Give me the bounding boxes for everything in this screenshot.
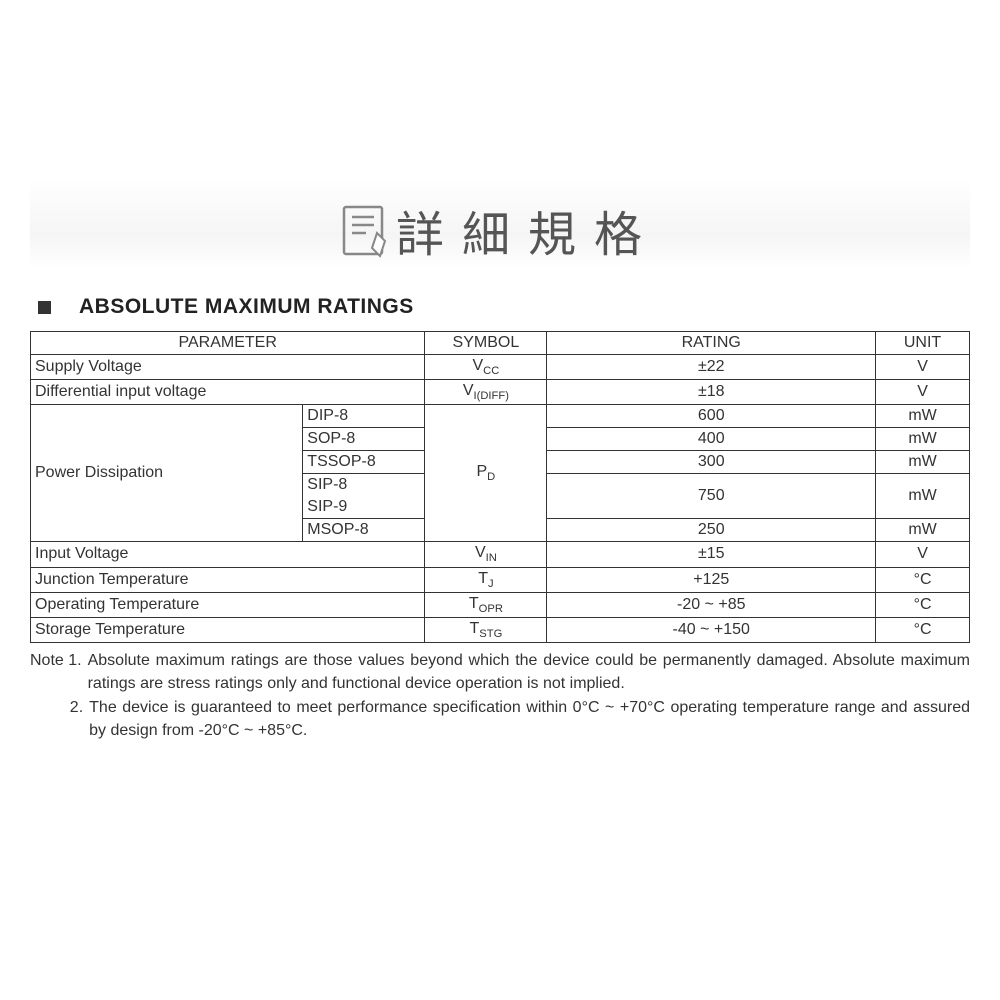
note-label: Note 1. bbox=[30, 649, 88, 695]
unit-cell: °C bbox=[876, 617, 970, 642]
symbol-cell: VIN bbox=[425, 542, 547, 567]
rating-cell: 300 bbox=[547, 451, 876, 474]
rating-cell: ±15 bbox=[547, 542, 876, 567]
note-text: The device is guaranteed to meet perform… bbox=[89, 696, 970, 742]
document-icon bbox=[340, 203, 390, 258]
symbol-cell: TSTG bbox=[425, 617, 547, 642]
unit-cell: V bbox=[876, 380, 970, 405]
table-row: Storage Temperature TSTG -40 ~ +150 °C bbox=[31, 617, 970, 642]
symbol-cell: TJ bbox=[425, 567, 547, 592]
table-header-row: PARAMETER SYMBOL RATING UNIT bbox=[31, 332, 970, 355]
note-text: Absolute maximum ratings are those value… bbox=[88, 649, 970, 695]
header-symbol: SYMBOL bbox=[425, 332, 547, 355]
package-cell: DIP-8 bbox=[303, 405, 425, 428]
unit-cell: °C bbox=[876, 567, 970, 592]
header-banner: 詳細規格 bbox=[30, 180, 970, 270]
unit-cell: °C bbox=[876, 592, 970, 617]
param-cell: Differential input voltage bbox=[31, 380, 425, 405]
rating-cell: ±18 bbox=[547, 380, 876, 405]
note-label: 2. bbox=[70, 696, 89, 742]
unit-cell: V bbox=[876, 542, 970, 567]
param-cell: Input Voltage bbox=[31, 542, 425, 567]
page-container: 詳細規格 ABSOLUTE MAXIMUM RATINGS PARAMETER … bbox=[0, 0, 1000, 762]
table-row: Junction Temperature TJ +125 °C bbox=[31, 567, 970, 592]
header-unit: UNIT bbox=[876, 332, 970, 355]
section-title: ABSOLUTE MAXIMUM RATINGS bbox=[79, 295, 414, 319]
package-cell: MSOP-8 bbox=[303, 519, 425, 542]
table-row: Differential input voltage VI(DIFF) ±18 … bbox=[31, 380, 970, 405]
rating-cell: -20 ~ +85 bbox=[547, 592, 876, 617]
note-1: Note 1. Absolute maximum ratings are tho… bbox=[30, 649, 970, 695]
symbol-cell: PD bbox=[425, 405, 547, 542]
table-row: Operating Temperature TOPR -20 ~ +85 °C bbox=[31, 592, 970, 617]
rating-cell: -40 ~ +150 bbox=[547, 617, 876, 642]
param-cell: Storage Temperature bbox=[31, 617, 425, 642]
unit-cell: V bbox=[876, 355, 970, 380]
rating-cell: +125 bbox=[547, 567, 876, 592]
rating-cell: 600 bbox=[547, 405, 876, 428]
header-rating: RATING bbox=[547, 332, 876, 355]
section-heading: ABSOLUTE MAXIMUM RATINGS bbox=[30, 295, 970, 319]
param-cell: Operating Temperature bbox=[31, 592, 425, 617]
package-cell: SOP-8 bbox=[303, 428, 425, 451]
note-2: Note 2. The device is guaranteed to meet… bbox=[30, 696, 970, 742]
table-row: Input Voltage VIN ±15 V bbox=[31, 542, 970, 567]
table-row: Power Dissipation DIP-8 PD 600 mW bbox=[31, 405, 970, 428]
package-cell: TSSOP-8 bbox=[303, 451, 425, 474]
notes-block: Note 1. Absolute maximum ratings are tho… bbox=[30, 649, 970, 742]
header-title: 詳細規格 bbox=[396, 195, 660, 265]
rating-cell: 750 bbox=[547, 474, 876, 519]
table-row: Supply Voltage VCC ±22 V bbox=[31, 355, 970, 380]
ratings-table: PARAMETER SYMBOL RATING UNIT Supply Volt… bbox=[30, 331, 970, 643]
package-cell: SIP-8 bbox=[303, 474, 425, 497]
symbol-cell: VI(DIFF) bbox=[425, 380, 547, 405]
param-cell: Power Dissipation bbox=[31, 405, 303, 542]
package-cell: SIP-9 bbox=[303, 496, 425, 519]
rating-cell: 400 bbox=[547, 428, 876, 451]
rating-cell: 250 bbox=[547, 519, 876, 542]
rating-cell: ±22 bbox=[547, 355, 876, 380]
param-cell: Supply Voltage bbox=[31, 355, 425, 380]
bullet-icon bbox=[38, 301, 51, 314]
symbol-cell: VCC bbox=[425, 355, 547, 380]
unit-cell: mW bbox=[876, 428, 970, 451]
header-parameter: PARAMETER bbox=[31, 332, 425, 355]
unit-cell: mW bbox=[876, 519, 970, 542]
unit-cell: mW bbox=[876, 474, 970, 519]
symbol-cell: TOPR bbox=[425, 592, 547, 617]
param-cell: Junction Temperature bbox=[31, 567, 425, 592]
unit-cell: mW bbox=[876, 405, 970, 428]
unit-cell: mW bbox=[876, 451, 970, 474]
top-whitespace bbox=[30, 20, 970, 180]
